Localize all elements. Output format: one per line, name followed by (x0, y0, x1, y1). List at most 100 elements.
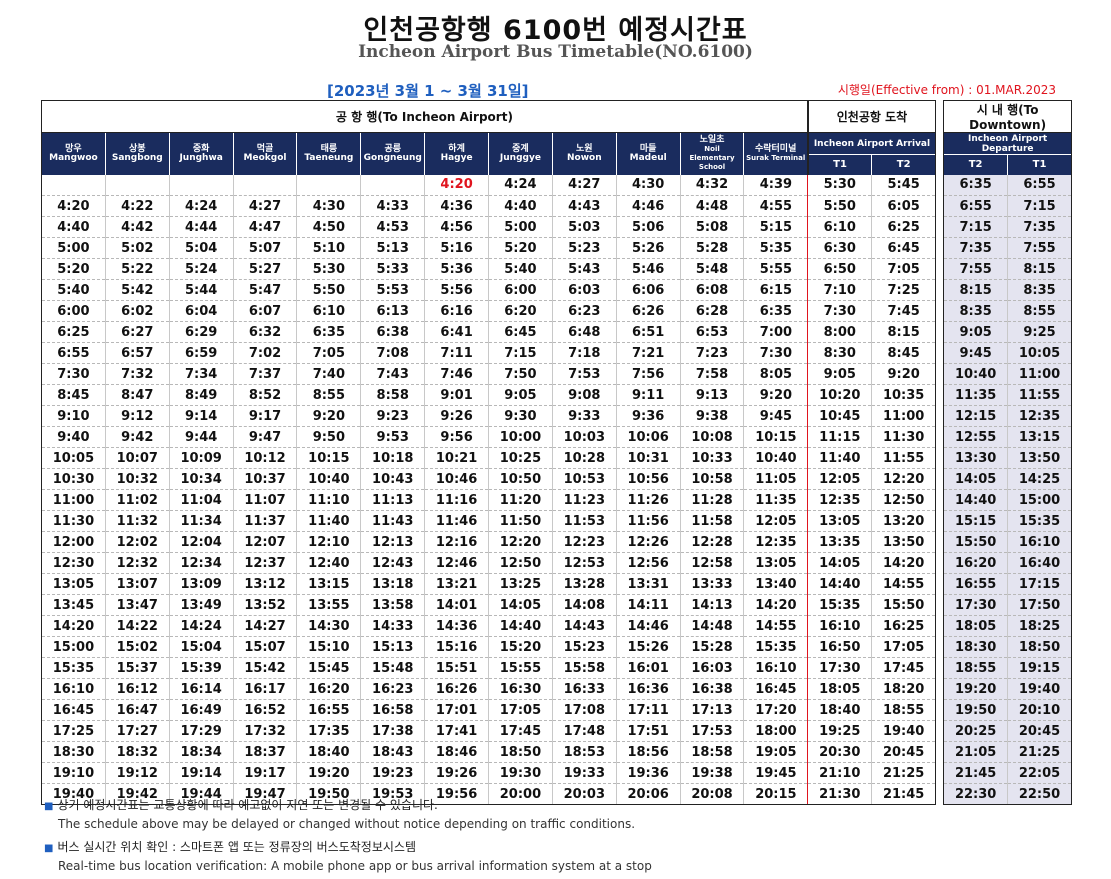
stop-header: 태릉 Taeneung (296, 132, 362, 175)
table-row: 19:40 19:42 19:44 19:47 19:50 19:53 19:56 20:00… (41, 783, 1072, 805)
time-cell: 18:40 (807, 699, 873, 721)
table-row: 6:55 6:57 6:59 7:02 7:05 7:08 7:11 7:15 7:18 7:21… (41, 342, 1072, 364)
time-cell: 11:10 (296, 489, 362, 511)
table-row: 16:10 16:12 16:14 16:17 16:20 16:23 16:26 16:30… (41, 678, 1072, 700)
time-cell: 17:35 (296, 720, 362, 742)
time-cell: 17:05 (871, 636, 937, 658)
table-row: 12:00 12:02 12:04 12:07 12:10 12:13 12:16 12:20… (41, 531, 1072, 553)
time-cell: 21:30 (807, 783, 873, 805)
time-cell: 9:05 (807, 363, 873, 385)
time-cell: 13:20 (871, 510, 937, 532)
time-cell: 16:45 (743, 678, 809, 700)
time-cell: 10:15 (743, 426, 809, 448)
time-cell: 15:35 (41, 657, 106, 679)
table-row: 11:30 11:32 11:34 11:37 11:40 11:43 11:46 11:50… (41, 510, 1072, 532)
timetable-body: 4:20 4:24 4:27 4:30 4:32 4:39 5:30 5:45 6:35 6:55… (41, 174, 1072, 805)
column-gap (935, 720, 944, 742)
time-cell: 12:23 (552, 531, 617, 553)
time-cell: 16:38 (680, 678, 745, 700)
time-cell: 14:22 (105, 615, 170, 637)
time-cell: 20:00 (488, 783, 553, 805)
time-cell: 11:16 (424, 489, 490, 511)
time-cell: 6:08 (680, 279, 745, 301)
time-cell: 9:20 (871, 363, 937, 385)
time-cell: 11:37 (233, 510, 298, 532)
time-cell: 9:36 (616, 405, 681, 427)
time-cell: 12:56 (616, 552, 681, 574)
page-subtitle: Incheon Airport Bus Timetable(NO.6100) (358, 42, 753, 62)
group-to-airport: 공 항 행(To Incheon Airport) (40, 100, 809, 133)
time-cell: 9:45 (743, 405, 809, 427)
time-cell: 15:42 (233, 657, 298, 679)
column-gap (935, 573, 944, 595)
time-cell: 21:45 (871, 783, 937, 805)
time-cell: 18:20 (871, 678, 937, 700)
time-cell: 15:35 (1007, 510, 1072, 532)
table-row: 14:20 14:22 14:24 14:27 14:30 14:33 14:36 14:40… (41, 615, 1072, 637)
time-cell: 22:05 (1007, 762, 1072, 784)
time-cell: 11:23 (552, 489, 617, 511)
time-cell: 14:20 (41, 615, 106, 637)
time-cell: 6:51 (616, 321, 681, 343)
column-gap (935, 615, 944, 637)
time-cell: 4:24 (169, 195, 234, 217)
time-cell: 19:25 (807, 720, 873, 742)
time-cell (169, 174, 234, 196)
time-cell: 6:23 (552, 300, 617, 322)
time-cell: 8:55 (296, 384, 362, 406)
time-cell: 18:46 (424, 741, 490, 763)
time-cell: 6:05 (871, 195, 937, 217)
table-row: 15:00 15:02 15:04 15:07 15:10 15:13 15:16 15:20… (41, 636, 1072, 658)
stop-name-en: Mangwoo (49, 153, 98, 164)
time-cell: 14:30 (296, 615, 362, 637)
time-cell: 19:53 (360, 783, 426, 805)
time-cell: 19:50 (943, 699, 1009, 721)
stop-name-ko: 노원 (576, 144, 593, 155)
time-cell: 7:02 (233, 342, 298, 364)
column-gap (935, 741, 944, 763)
time-cell: 4:56 (424, 216, 490, 238)
time-cell: 5:07 (233, 237, 298, 259)
time-cell: 9:56 (424, 426, 490, 448)
time-cell: 11:00 (871, 405, 937, 427)
table-row: 5:20 5:22 5:24 5:27 5:30 5:33 5:36 5:40 5:43 5:46… (41, 258, 1072, 280)
time-cell: 5:40 (41, 279, 106, 301)
time-cell: 5:23 (552, 237, 617, 259)
time-cell: 7:21 (616, 342, 681, 364)
time-cell: 15:04 (169, 636, 234, 658)
time-cell: 15:37 (105, 657, 170, 679)
stop-name-ko: 중화 (192, 144, 210, 155)
time-cell: 12:40 (296, 552, 362, 574)
time-cell: 17:41 (424, 720, 490, 742)
time-cell: 14:40 (488, 615, 553, 637)
table-row: 19:10 19:12 19:14 19:17 19:20 19:23 19:26 19:30… (41, 762, 1072, 784)
stop-name-ko: 노일초 (699, 135, 725, 146)
stop-name-en: Taeneung (304, 153, 354, 164)
time-cell: 13:58 (360, 594, 426, 616)
time-cell: 19:20 (296, 762, 362, 784)
time-cell: 18:55 (943, 657, 1009, 679)
time-cell: 11:43 (360, 510, 426, 532)
time-cell: 12:37 (233, 552, 298, 574)
time-cell: 9:25 (1007, 321, 1072, 343)
column-gap (935, 678, 944, 700)
time-cell: 13:35 (807, 531, 873, 553)
column-gap (935, 100, 944, 133)
time-cell: 5:42 (105, 279, 170, 301)
stop-name-en: Surak Terminal (746, 154, 806, 163)
time-cell: 6:02 (105, 300, 170, 322)
time-cell: 21:05 (943, 741, 1009, 763)
time-cell: 14:25 (1007, 468, 1072, 490)
time-cell: 20:15 (743, 783, 809, 805)
arrival-terminal-t1: T1 (807, 154, 873, 175)
time-cell: 12:16 (424, 531, 490, 553)
time-cell: 18:50 (1007, 636, 1072, 658)
time-cell: 9:12 (105, 405, 170, 427)
time-cell: 11:00 (41, 489, 106, 511)
time-cell: 10:40 (296, 468, 362, 490)
table-row: 8:45 8:47 8:49 8:52 8:55 8:58 9:01 9:05 9:08 9:11… (41, 384, 1072, 406)
time-cell: 18:00 (743, 720, 809, 742)
column-gap (935, 174, 944, 196)
time-cell: 5:03 (552, 216, 617, 238)
table-row: 9:40 9:42 9:44 9:47 9:50 9:53 9:56 10:00 10:03 10… (41, 426, 1072, 448)
